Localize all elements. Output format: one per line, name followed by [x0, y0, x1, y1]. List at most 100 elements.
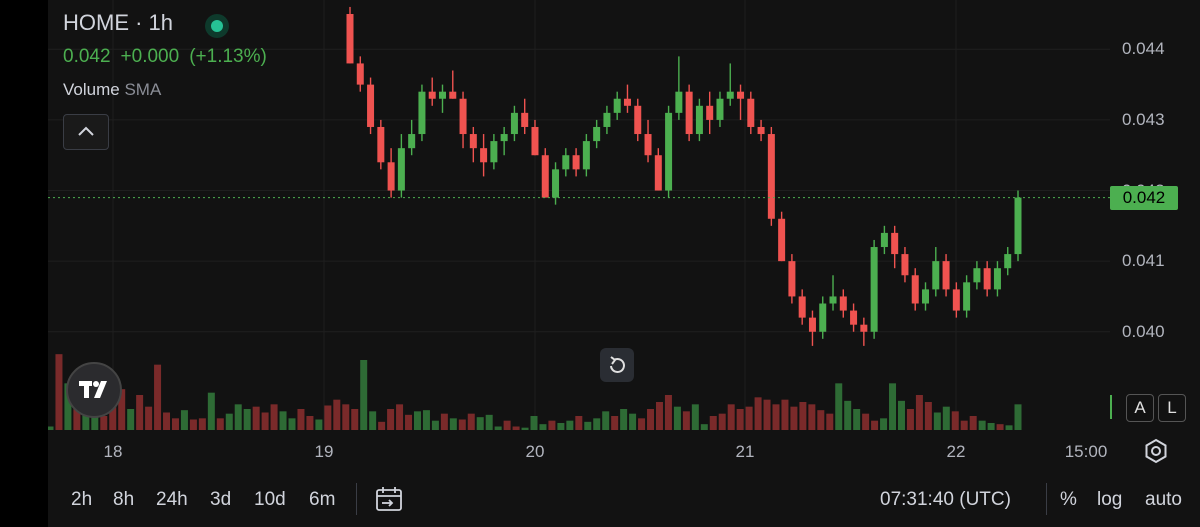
volume-bar — [942, 406, 950, 430]
candle[interactable] — [665, 105, 673, 198]
volume-bar — [512, 426, 520, 430]
volume-bar — [835, 383, 843, 430]
candle[interactable] — [798, 289, 806, 325]
candle[interactable] — [490, 134, 498, 170]
candle[interactable] — [778, 211, 786, 262]
candle[interactable] — [654, 148, 662, 191]
candle[interactable] — [880, 225, 888, 255]
candle[interactable] — [480, 134, 488, 177]
candle[interactable] — [377, 119, 385, 170]
candle[interactable] — [819, 296, 827, 339]
timeframe-2h-button[interactable]: 2h — [71, 489, 93, 510]
candle[interactable] — [500, 126, 508, 156]
candle[interactable] — [747, 91, 755, 135]
candle-body — [798, 296, 806, 318]
volume-bar — [1014, 404, 1022, 430]
candle-body — [500, 134, 508, 142]
reset-chart-button[interactable] — [600, 348, 634, 382]
timeframe-24h-button[interactable]: 24h — [156, 489, 188, 510]
candle[interactable] — [901, 247, 909, 283]
candle[interactable] — [829, 275, 837, 311]
time-axis[interactable]: 18 19 20 21 22 15:00 — [48, 430, 1200, 472]
candle[interactable] — [850, 303, 858, 332]
lock-scale-button[interactable]: L — [1158, 394, 1186, 422]
timeframe-3d-button[interactable]: 3d — [210, 489, 232, 510]
auto-scale-button[interactable]: A — [1126, 394, 1154, 422]
candle[interactable] — [572, 148, 580, 177]
candle[interactable] — [510, 105, 518, 142]
candle[interactable] — [932, 247, 940, 297]
candle[interactable] — [1014, 190, 1022, 262]
candle[interactable] — [767, 126, 775, 226]
candle[interactable] — [356, 56, 364, 92]
candle[interactable] — [983, 261, 991, 297]
candle-body — [490, 141, 498, 163]
candle[interactable] — [634, 98, 642, 142]
candle[interactable] — [891, 225, 899, 269]
timeframe-10d-button[interactable]: 10d — [254, 489, 286, 510]
candle[interactable] — [757, 119, 765, 142]
candle[interactable] — [469, 126, 477, 163]
tradingview-logo[interactable] — [66, 362, 122, 418]
candle[interactable] — [603, 105, 611, 135]
candle[interactable] — [541, 148, 549, 198]
candle[interactable] — [623, 84, 631, 113]
candle[interactable] — [993, 261, 1001, 297]
candle[interactable] — [952, 282, 960, 318]
candle[interactable] — [695, 98, 703, 142]
candle[interactable] — [737, 84, 745, 120]
candle[interactable] — [726, 63, 734, 106]
price-chart[interactable] — [48, 0, 1110, 430]
candle[interactable] — [788, 254, 796, 304]
candle[interactable] — [870, 239, 878, 339]
date-range-icon[interactable] — [374, 484, 404, 514]
candle-body — [1014, 197, 1022, 255]
candle[interactable] — [911, 268, 919, 311]
candle[interactable] — [459, 91, 467, 149]
candle[interactable] — [582, 134, 590, 177]
utc-clock[interactable]: 07:31:40 (UTC) — [880, 489, 1011, 510]
candle-body — [459, 98, 467, 135]
candle[interactable] — [346, 6, 354, 64]
candle[interactable] — [973, 261, 981, 290]
candle[interactable] — [552, 162, 560, 205]
candle[interactable] — [531, 119, 539, 156]
candle[interactable] — [593, 119, 601, 149]
candle[interactable] — [408, 119, 416, 156]
candle[interactable] — [716, 91, 724, 127]
log-toggle[interactable]: log — [1097, 489, 1123, 510]
candle[interactable] — [613, 91, 621, 120]
candle[interactable] — [521, 98, 529, 135]
candle[interactable] — [367, 77, 375, 135]
candle[interactable] — [839, 289, 847, 318]
candle[interactable] — [685, 84, 693, 142]
candle[interactable] — [387, 148, 395, 198]
candle[interactable] — [428, 77, 436, 106]
candle[interactable] — [706, 91, 714, 135]
volume-legend[interactable]: Volume SMA — [63, 80, 161, 100]
timeframe-8h-button[interactable]: 8h — [113, 489, 135, 510]
candle[interactable] — [675, 56, 683, 120]
candle[interactable] — [942, 254, 950, 297]
candle[interactable] — [963, 275, 971, 318]
candle[interactable] — [449, 70, 457, 99]
collapse-legend-button[interactable] — [63, 114, 109, 150]
candle[interactable] — [1004, 247, 1012, 276]
candle[interactable] — [418, 84, 426, 142]
candle[interactable] — [562, 148, 570, 177]
symbol-title[interactable]: HOME · 1h — [63, 10, 174, 35]
auto-toggle[interactable]: auto — [1145, 489, 1182, 510]
candle[interactable] — [438, 84, 446, 113]
volume-bar — [996, 424, 1004, 430]
chart-pane[interactable] — [48, 0, 1110, 430]
percent-toggle[interactable]: % — [1060, 489, 1077, 510]
candle[interactable] — [644, 119, 652, 163]
candle[interactable] — [860, 317, 868, 346]
timeframe-6m-button[interactable]: 6m — [309, 489, 336, 510]
volume-bar — [521, 427, 529, 430]
settings-icon[interactable] — [1142, 437, 1170, 465]
candle[interactable] — [808, 310, 816, 346]
candle[interactable] — [922, 282, 930, 311]
candle[interactable] — [397, 134, 405, 198]
